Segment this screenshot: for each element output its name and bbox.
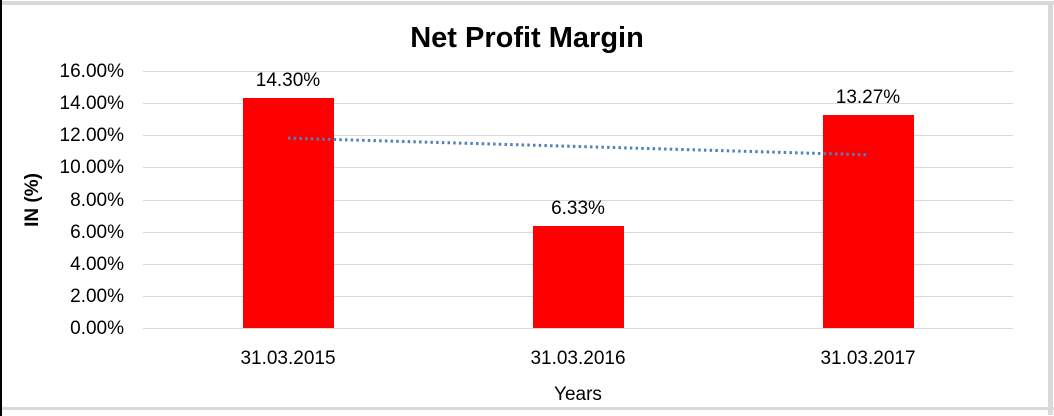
gridline [143, 167, 1013, 168]
y-tick-label: 4.00% [70, 254, 124, 275]
x-tick-label: 31.03.2015 [240, 348, 336, 369]
gridline [143, 71, 1013, 72]
bar-value-label: 14.30% [255, 70, 321, 91]
x-axis-tick-labels: 31.03.2015 31.03.2016 31.03.2017 [143, 349, 1013, 369]
chart-title: Net Profit Margin [410, 22, 644, 54]
bar-value-label: 13.27% [835, 87, 901, 108]
bar [823, 115, 914, 328]
y-tick-label: 16.00% [59, 61, 124, 82]
y-tick-label: 0.00% [70, 318, 124, 339]
bar-value-label: 6.33% [551, 198, 605, 219]
frame-border-top [2, 1, 1054, 5]
gridline [143, 103, 1013, 104]
x-tick-label: 31.03.2016 [530, 348, 626, 369]
plot-area: 14.30% 6.33% 13.27% [143, 70, 1013, 329]
gridline [143, 328, 1013, 329]
y-tick-label: 6.00% [70, 222, 124, 243]
y-tick-label: 2.00% [70, 286, 124, 307]
gridline [143, 200, 1013, 201]
frame-border-bottom [2, 407, 1054, 410]
x-axis-title: Years [554, 384, 602, 405]
bar [243, 98, 334, 328]
x-tick-label: 31.03.2017 [820, 348, 916, 369]
y-tick-label: 10.00% [59, 157, 124, 178]
gridline [143, 135, 1013, 136]
trendline [287, 136, 869, 157]
y-tick-label: 8.00% [70, 190, 124, 211]
bar [533, 226, 624, 328]
frame-border-right [1048, 1, 1053, 415]
y-tick-label: 12.00% [59, 125, 124, 146]
frame-border-left [0, 0, 2, 416]
y-axis-tick-labels: 16.00% 14.00% 12.00% 10.00% 8.00% 6.00% 4.00% 2… [0, 0, 124, 416]
y-tick-label: 14.00% [59, 93, 124, 114]
